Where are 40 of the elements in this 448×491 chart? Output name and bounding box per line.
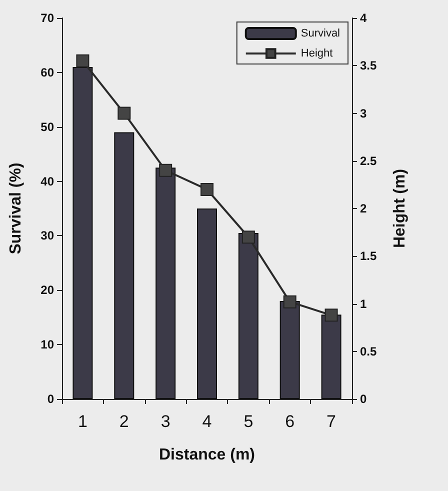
y2-tick-label: 2 — [360, 202, 367, 216]
y-axis-title: Survival (%) — [8, 162, 24, 254]
y2-axis-title: Height (m) — [392, 168, 408, 248]
y2-tick-label: 0 — [360, 392, 367, 406]
point — [283, 295, 296, 308]
y-tick-label: 60 — [40, 65, 54, 80]
y2-tick-label: 3.5 — [360, 58, 378, 73]
x-tick-label: 1 — [78, 412, 88, 431]
x-tick-label: 2 — [119, 412, 129, 431]
x-tick-label: 4 — [202, 412, 212, 431]
y2-tick-label: 4 — [360, 11, 367, 25]
bar — [197, 208, 217, 399]
y2-tick-label: 0.5 — [360, 344, 378, 358]
x-tick-label: 7 — [326, 412, 336, 431]
x-axis-title: Distance (m) — [158, 446, 256, 464]
bar — [156, 168, 176, 399]
y-tick-label: 0 — [47, 392, 54, 406]
point — [242, 230, 255, 244]
y-tick-label: 30 — [40, 228, 54, 243]
point — [159, 164, 172, 177]
y-tick-label: 10 — [40, 338, 54, 352]
legend-label: Survival — [300, 28, 340, 40]
y2-tick-label: 1 — [360, 296, 367, 311]
y2-tick-label: 1.5 — [360, 249, 378, 264]
y-tick-label: 40 — [40, 174, 54, 188]
y-tick-label: 20 — [40, 283, 54, 298]
point — [76, 54, 90, 68]
x-tick-label: 5 — [244, 412, 254, 431]
x-tick-label: 6 — [285, 412, 295, 431]
bar — [114, 132, 134, 399]
y2-tick-label: 2.5 — [360, 154, 378, 168]
bar — [238, 232, 258, 399]
y2-tick-label: 3 — [360, 106, 367, 120]
x-tick-label: 3 — [160, 412, 170, 431]
legend-label: Height — [300, 48, 333, 60]
y-tick-label: 50 — [40, 120, 54, 134]
y-tick-label: 70 — [40, 11, 54, 25]
point — [200, 182, 214, 196]
point — [324, 308, 338, 322]
point — [118, 106, 131, 120]
